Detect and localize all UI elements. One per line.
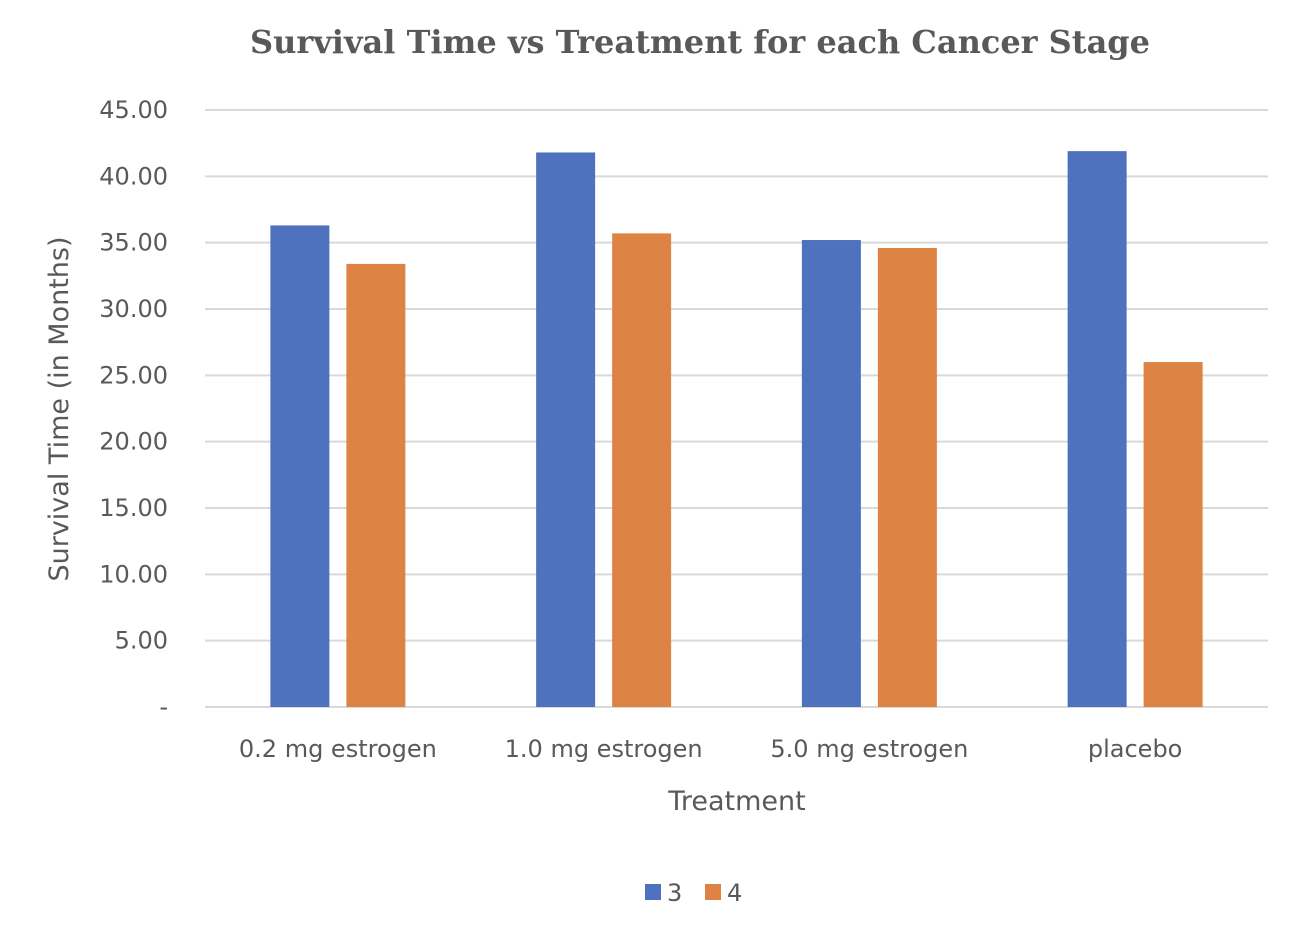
y-tick-label: 20.00 <box>99 428 168 456</box>
bar-series-4-4 <box>1143 362 1203 707</box>
chart-title: Survival Time vs Treatment for each Canc… <box>250 23 1150 61</box>
y-tick-label: 25.00 <box>99 361 168 389</box>
y-tick-label: 45.00 <box>99 96 168 124</box>
y-axis-ticks: - 5.00 10.00 15.00 20.00 25.00 30.00 35.00 40.00… <box>99 96 168 721</box>
bar-series-3-2 <box>536 152 596 707</box>
y-tick-label: 40.00 <box>99 162 168 190</box>
legend-label-4: 4 <box>727 879 742 907</box>
y-tick-label: 15.00 <box>99 494 168 522</box>
bar-series-3-1 <box>270 225 330 708</box>
bars <box>270 151 1203 708</box>
x-axis-title: Treatment <box>667 786 805 817</box>
y-tick-label: 10.00 <box>99 560 168 588</box>
legend-swatch-4 <box>705 884 721 900</box>
x-axis-ticks: 0.2 mg estrogen 1.0 mg estrogen 5.0 mg est… <box>239 735 1182 763</box>
bar-series-4-2 <box>612 233 672 707</box>
y-tick-label: 5.00 <box>115 627 168 655</box>
bar-series-3-4 <box>1067 151 1127 708</box>
y-tick-label: - <box>159 693 168 721</box>
bar-series-3-3 <box>801 240 861 707</box>
x-tick-label: 5.0 mg estrogen <box>770 735 968 763</box>
bar-series-4-1 <box>346 263 406 707</box>
x-tick-label: placebo <box>1088 735 1183 763</box>
x-tick-label: 1.0 mg estrogen <box>505 735 703 763</box>
y-tick-label: 35.00 <box>99 229 168 257</box>
x-tick-label: 0.2 mg estrogen <box>239 735 437 763</box>
y-tick-label: 30.00 <box>99 295 168 323</box>
y-axis-title: Survival Time (in Months) <box>44 236 75 581</box>
legend-label-3: 3 <box>667 879 682 907</box>
legend-swatch-3 <box>645 884 661 900</box>
bar-series-4-3 <box>877 247 937 707</box>
